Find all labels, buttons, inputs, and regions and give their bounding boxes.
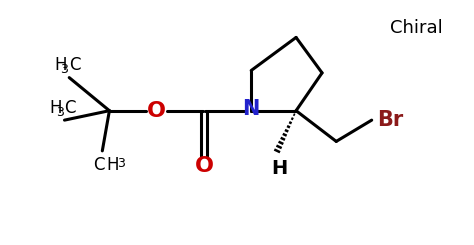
Text: Br: Br [377, 110, 404, 130]
Text: 3: 3 [118, 157, 125, 170]
Text: C: C [93, 156, 105, 174]
Text: Chiral: Chiral [390, 19, 443, 37]
Text: N: N [243, 99, 260, 119]
Text: C: C [64, 99, 76, 117]
Text: O: O [147, 101, 166, 121]
Text: H: H [50, 99, 62, 117]
Text: O: O [194, 156, 213, 176]
Text: H: H [55, 56, 67, 74]
Text: 3: 3 [55, 106, 64, 119]
Text: 3: 3 [60, 63, 68, 76]
Text: H: H [106, 156, 118, 174]
Text: C: C [69, 56, 81, 74]
Text: H: H [272, 159, 288, 178]
